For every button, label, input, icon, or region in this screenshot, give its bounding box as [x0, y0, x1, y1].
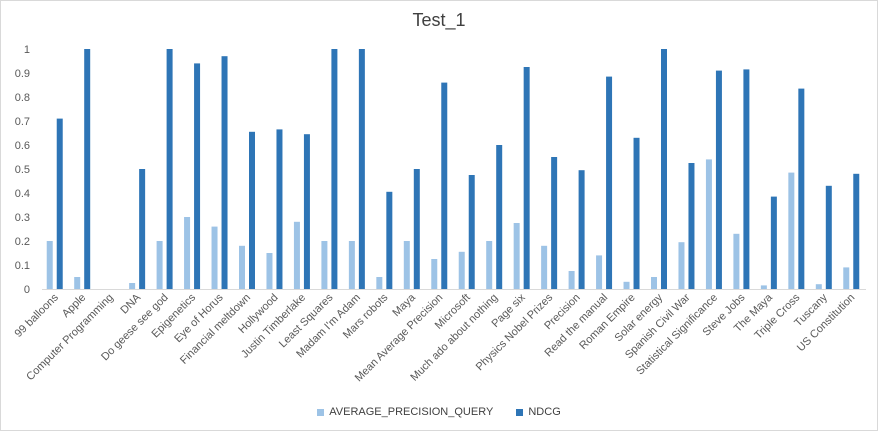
bar-average-precision	[46, 241, 53, 289]
y-tick-label: 0.2	[15, 236, 30, 248]
bar-ndcg	[743, 69, 750, 290]
bar-ndcg	[84, 49, 91, 289]
y-tick-label: 0.4	[15, 188, 30, 200]
bar-ndcg	[221, 56, 228, 290]
legend-swatch-ndcg	[516, 408, 524, 416]
y-tick-label: 1	[24, 44, 30, 56]
bar-average-precision	[733, 233, 740, 289]
legend-swatch-average-precision	[317, 408, 325, 416]
bar-average-precision	[293, 221, 300, 289]
bar-average-precision	[266, 253, 273, 289]
bar-ndcg	[303, 134, 310, 289]
bar-average-precision	[541, 245, 548, 289]
y-tick-label: 0.5	[15, 164, 30, 176]
bar-average-precision	[458, 251, 465, 289]
chart-title: Test_1	[412, 10, 466, 30]
bar-ndcg	[853, 173, 860, 289]
bar-ndcg	[523, 67, 530, 289]
bar-ndcg	[633, 137, 640, 289]
bar-ndcg	[331, 49, 338, 289]
bar-ndcg	[606, 76, 613, 289]
bar-average-precision	[705, 159, 712, 289]
bar-average-precision	[513, 223, 520, 289]
legend-item-average-precision: AVERAGE_PRECISION_QUERY	[317, 406, 493, 418]
bar-average-precision	[788, 172, 795, 289]
bar-ndcg	[56, 118, 63, 289]
bar-ndcg	[413, 169, 420, 289]
bar-ndcg	[661, 49, 667, 289]
y-tick-label: 0.3	[15, 212, 30, 224]
legend-label-ndcg: NDCG	[528, 406, 561, 418]
bar-ndcg	[276, 129, 283, 289]
bar-average-precision	[211, 226, 218, 289]
legend-label-average-precision: AVERAGE_PRECISION_QUERY	[329, 406, 494, 418]
bar-ndcg	[578, 170, 585, 289]
y-tick-label: 0.6	[15, 140, 30, 152]
bar-average-precision	[815, 284, 822, 289]
bar-ndcg	[139, 169, 146, 289]
bar-ndcg	[358, 49, 365, 289]
bar-ndcg	[770, 196, 777, 289]
bar-average-precision	[403, 241, 410, 289]
y-tick-label: 0.7	[15, 116, 30, 128]
bar-ndcg	[688, 163, 695, 289]
bar-ndcg	[715, 70, 722, 289]
bar-average-precision	[239, 245, 245, 289]
bar-average-precision	[184, 217, 191, 289]
bar-ndcg	[386, 191, 393, 289]
bar-ndcg	[496, 145, 503, 289]
bar-average-precision	[129, 283, 136, 289]
bar-ndcg	[551, 157, 558, 289]
y-tick-label: 0	[24, 284, 30, 296]
y-tick-label: 0.1	[15, 260, 30, 272]
bar-ndcg	[825, 185, 832, 289]
bar-average-precision	[376, 277, 383, 289]
bar-average-precision	[651, 277, 657, 289]
y-tick-label: 0.8	[15, 92, 30, 104]
bar-ndcg	[441, 82, 448, 289]
bar-average-precision	[321, 241, 328, 289]
bar-average-precision	[760, 285, 767, 289]
bar-average-precision	[596, 255, 603, 289]
bar-ndcg	[798, 88, 805, 289]
bar-average-precision	[623, 281, 630, 289]
bar-average-precision	[678, 242, 685, 289]
legend-item-ndcg: NDCG	[516, 406, 561, 418]
bar-ndcg	[166, 49, 173, 289]
legend: AVERAGE_PRECISION_QUERY NDCG	[0, 406, 878, 418]
bar-average-precision	[568, 271, 575, 289]
bar-average-precision	[156, 241, 163, 289]
bar-ndcg	[194, 63, 201, 290]
bar-average-precision	[843, 267, 850, 289]
bar-ndcg	[249, 131, 255, 289]
y-tick-label: 0.9	[15, 68, 30, 80]
bar-average-precision	[431, 259, 438, 289]
bar-average-precision	[74, 277, 81, 289]
x-tick-label: 99 balloons	[13, 291, 62, 340]
bar-average-precision	[486, 241, 493, 289]
bar-ndcg	[468, 175, 475, 289]
bar-average-precision	[348, 241, 355, 289]
